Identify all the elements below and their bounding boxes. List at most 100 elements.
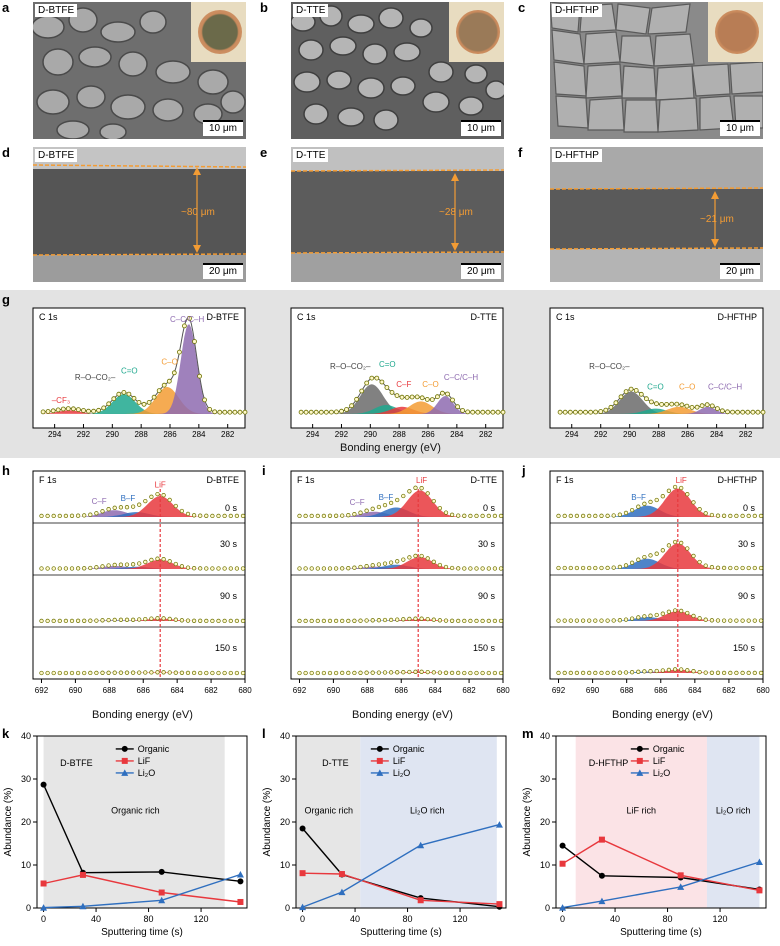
c1s-data-point bbox=[384, 385, 390, 390]
f1s-data-point bbox=[629, 507, 635, 513]
f1s-time-label: 90 s bbox=[738, 591, 756, 601]
f1s-data-point bbox=[395, 617, 400, 622]
c1s-data-point bbox=[684, 403, 690, 409]
region-label: Li₂O rich bbox=[410, 805, 445, 815]
f1s-peak-lif bbox=[558, 488, 763, 517]
f1s-data-point bbox=[666, 488, 672, 493]
f1s-data-point bbox=[480, 618, 485, 624]
f1s-data-point bbox=[425, 556, 430, 561]
region-shading bbox=[360, 736, 497, 908]
f1s-data-point bbox=[179, 670, 185, 675]
data-point-organic bbox=[158, 868, 165, 875]
c1s-data-point bbox=[171, 370, 177, 376]
f1s-data-point bbox=[370, 506, 375, 511]
f1s-data-point bbox=[130, 617, 136, 622]
f1s-data-point bbox=[198, 670, 203, 676]
f1s-data-point bbox=[100, 564, 105, 569]
f1s-data-point bbox=[210, 618, 215, 624]
series-line-lio bbox=[302, 823, 500, 908]
f1s-time-label: 0 s bbox=[483, 503, 496, 513]
f1s-data-point bbox=[746, 513, 751, 519]
xps-f1s-xlabel-j: Bonding energy (eV) bbox=[612, 709, 713, 721]
f1s-data-point bbox=[431, 617, 436, 622]
c1s-peak-cf bbox=[43, 410, 245, 414]
f1s-data-point bbox=[222, 670, 227, 676]
f1s-data-point bbox=[309, 566, 314, 571]
f1s-data-point bbox=[715, 513, 721, 518]
f1s-data-point bbox=[155, 670, 160, 675]
c1s-data-point bbox=[562, 409, 568, 415]
f1s-data-point bbox=[51, 566, 56, 571]
f1s-data-point bbox=[419, 486, 424, 491]
c1s-data-point bbox=[715, 406, 720, 411]
f1s-data-point bbox=[179, 564, 185, 569]
f1s-data-point bbox=[82, 513, 87, 518]
f1s-data-point bbox=[297, 566, 302, 571]
f1s-data-point bbox=[679, 667, 684, 672]
f1s-data-point bbox=[82, 618, 87, 623]
f1s-data-point bbox=[599, 513, 604, 518]
f1s-peak-label: B–F bbox=[121, 494, 136, 503]
f1s-data-point bbox=[617, 618, 623, 623]
data-point-li2o bbox=[417, 841, 425, 849]
c1s-x-tick-label: 286 bbox=[681, 430, 695, 439]
x-tick-label: 80 bbox=[403, 914, 413, 924]
c1s-data-point bbox=[409, 394, 415, 400]
c1s-peak-label: C–O bbox=[161, 358, 177, 367]
c1s-data-point bbox=[96, 407, 101, 413]
f1s-data-point bbox=[449, 512, 455, 517]
c1s-data-point bbox=[136, 400, 142, 405]
legend-marker bbox=[636, 757, 643, 764]
f1s-data-point bbox=[57, 566, 62, 571]
c1s-subplot-title: C 1s bbox=[39, 312, 58, 322]
c1s-peak-label: C=O bbox=[121, 367, 138, 376]
f1s-data-point bbox=[100, 618, 105, 623]
c1s-x-tick-label: 286 bbox=[421, 430, 435, 439]
c1s-peak-label: C–C/C–H bbox=[170, 315, 204, 324]
f1s-data-point bbox=[623, 510, 629, 516]
f1s-data-point bbox=[204, 670, 209, 676]
f1s-data-point bbox=[721, 565, 727, 571]
f1s-data-point bbox=[672, 667, 678, 672]
x-axis-label: Sputtering time (s) bbox=[360, 927, 442, 938]
c1s-peak-label: C=O bbox=[647, 383, 664, 392]
legend-label: Organic bbox=[138, 744, 170, 754]
c1s-data-point bbox=[689, 405, 695, 410]
f1s-data-point bbox=[155, 556, 160, 561]
f1s-data-point bbox=[740, 618, 745, 623]
f1s-data-point bbox=[734, 670, 739, 676]
f1s-data-point bbox=[456, 670, 461, 676]
f1s-data-point bbox=[185, 670, 191, 676]
sem-tag-d: D-BTFE bbox=[35, 149, 78, 162]
f1s-data-point bbox=[39, 566, 44, 571]
f1s-data-point bbox=[179, 508, 185, 514]
cross-section-art-e: ~28 μm bbox=[291, 147, 504, 282]
f1s-x-tick-label: 682 bbox=[722, 686, 736, 695]
f1s-data-point bbox=[758, 618, 764, 623]
f1s-data-point bbox=[593, 565, 598, 571]
f1s-data-point bbox=[721, 513, 727, 518]
f1s-data-point bbox=[734, 565, 739, 571]
f1s-data-point bbox=[395, 497, 400, 503]
sem-tag-e: D-TTE bbox=[293, 149, 329, 162]
c1s-data-point bbox=[217, 409, 223, 415]
panel-label-l: l bbox=[262, 726, 266, 741]
f1s-peak-lif bbox=[41, 559, 245, 569]
c1s-data-point bbox=[429, 397, 435, 402]
sem-tag-b: D-TTE bbox=[293, 4, 329, 17]
f1s-data-point bbox=[333, 670, 339, 676]
f1s-data-point bbox=[715, 618, 721, 623]
f1s-data-point bbox=[672, 539, 678, 545]
f1s-data-point bbox=[88, 670, 93, 676]
c1s-data-point bbox=[699, 403, 705, 409]
data-point-lif bbox=[79, 871, 86, 878]
f1s-data-point bbox=[703, 670, 708, 675]
data-point-lif bbox=[677, 872, 684, 879]
c1s-subplot-title: C 1s bbox=[556, 312, 575, 322]
c1s-data-point bbox=[45, 409, 51, 414]
data-point-lif bbox=[756, 887, 763, 894]
abundance-chart-m: LiF rich Li₂O rich D-HFTHP 0 10 20 30 40 0 40 80 12… bbox=[522, 731, 767, 938]
f1s-data-point bbox=[449, 565, 455, 571]
f1s-data-point bbox=[660, 548, 665, 553]
f1s-data-point bbox=[297, 513, 302, 519]
